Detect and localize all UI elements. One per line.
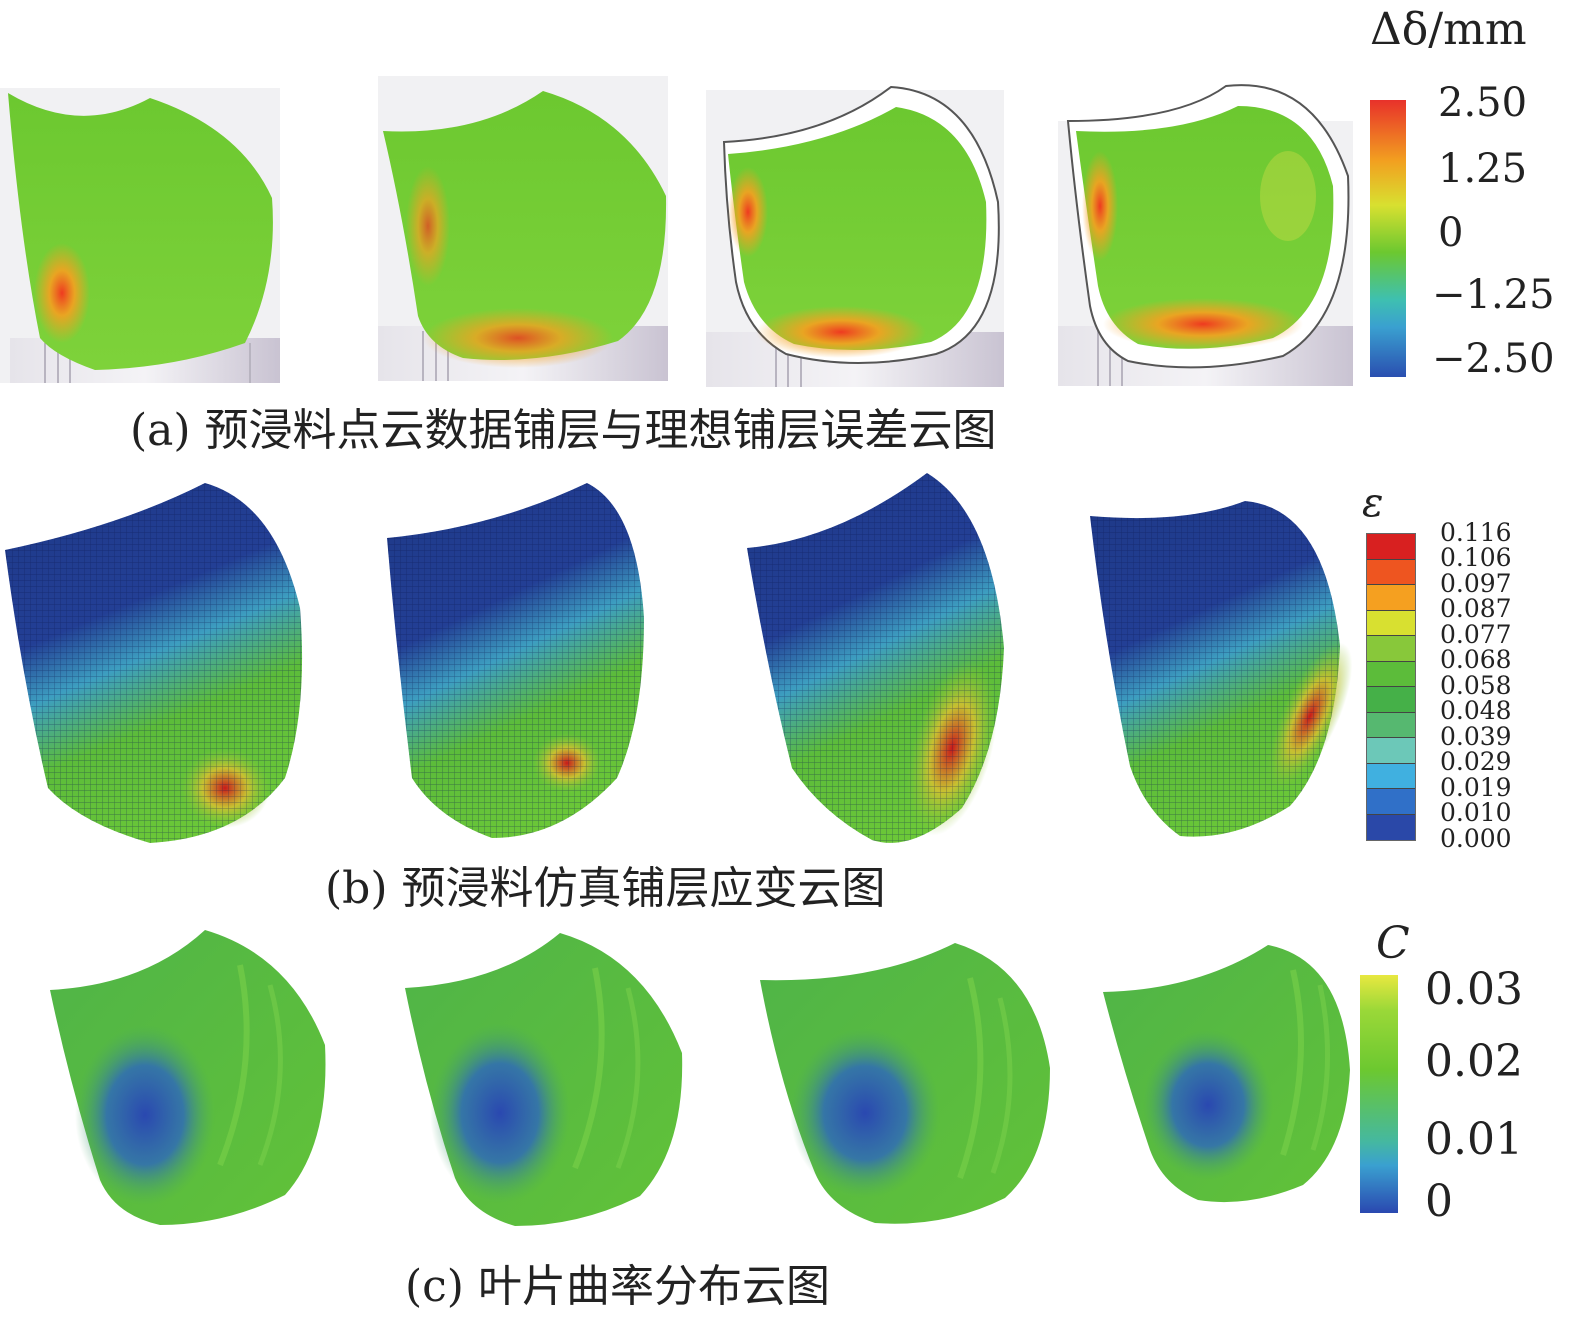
- tick-b-0: 0.116: [1440, 518, 1512, 547]
- tick-a-1: 1.25: [1438, 146, 1528, 192]
- tick-b-12: 0.000: [1440, 824, 1512, 853]
- colorbar-b-band-7: [1367, 712, 1415, 738]
- colorbar-b-band-3: [1367, 610, 1415, 636]
- curvature-map-3: [755, 938, 1060, 1233]
- colorbar-b-band-9: [1367, 763, 1415, 789]
- caption-c: (c) 叶片曲率分布云图: [405, 1261, 830, 1312]
- strain-map-1: [0, 478, 310, 848]
- tick-b-2: 0.097: [1440, 569, 1512, 598]
- deviation-map-1: [0, 88, 285, 388]
- colorbar-b-band-1: [1367, 559, 1415, 585]
- colorbar-b-band-0: [1367, 534, 1415, 560]
- legend-c-title: C: [1376, 918, 1410, 969]
- colorbar-c: [1360, 975, 1398, 1213]
- colorbar-b-band-2: [1367, 585, 1415, 611]
- tick-c-0: 0.03: [1425, 964, 1523, 1015]
- tick-a-0: 2.50: [1438, 80, 1528, 126]
- colorbar-b-band-10: [1367, 789, 1415, 815]
- tick-c-1: 0.02: [1425, 1036, 1523, 1087]
- tick-c-3: 0: [1425, 1176, 1453, 1227]
- caption-b: (b) 预浸料仿真铺层应变云图: [325, 863, 886, 914]
- tick-b-4: 0.077: [1440, 620, 1512, 649]
- colorbar-b-band-5: [1367, 661, 1415, 687]
- colorbar-b-band-11: [1367, 814, 1415, 840]
- tick-b-10: 0.019: [1440, 773, 1512, 802]
- strain-map-4: [1085, 496, 1353, 846]
- curvature-map-1: [45, 925, 345, 1235]
- colorbar-b-band-6: [1367, 687, 1415, 713]
- deviation-map-2: [368, 76, 673, 386]
- colorbar-b-band-4: [1367, 636, 1415, 662]
- strain-map-2: [382, 478, 652, 848]
- tick-a-4: −2.50: [1432, 336, 1555, 382]
- legend-a-title: Δδ/mm: [1370, 4, 1527, 55]
- tick-a-3: −1.25: [1432, 272, 1555, 318]
- deviation-map-4: [1058, 76, 1358, 391]
- tick-b-9: 0.029: [1440, 747, 1512, 776]
- strain-map-3: [742, 468, 1012, 853]
- tick-b-5: 0.068: [1440, 645, 1512, 674]
- colorbar-b: [1366, 533, 1416, 841]
- tick-b-3: 0.087: [1440, 594, 1512, 623]
- tick-b-6: 0.058: [1440, 671, 1512, 700]
- curvature-map-4: [1098, 940, 1358, 1210]
- tick-b-7: 0.048: [1440, 696, 1512, 725]
- colorbar-b-band-8: [1367, 738, 1415, 764]
- curvature-map-2: [400, 928, 700, 1233]
- tick-b-8: 0.039: [1440, 722, 1512, 751]
- tick-b-11: 0.010: [1440, 798, 1512, 827]
- deviation-map-3: [706, 82, 1011, 392]
- tick-b-1: 0.106: [1440, 543, 1512, 572]
- legend-b-title: ε: [1362, 480, 1384, 526]
- caption-a: (a) 预浸料点云数据铺层与理想铺层误差云图: [130, 405, 997, 456]
- tick-c-2: 0.01: [1425, 1114, 1523, 1165]
- tick-a-2: 0: [1438, 210, 1464, 256]
- colorbar-a: [1370, 100, 1406, 377]
